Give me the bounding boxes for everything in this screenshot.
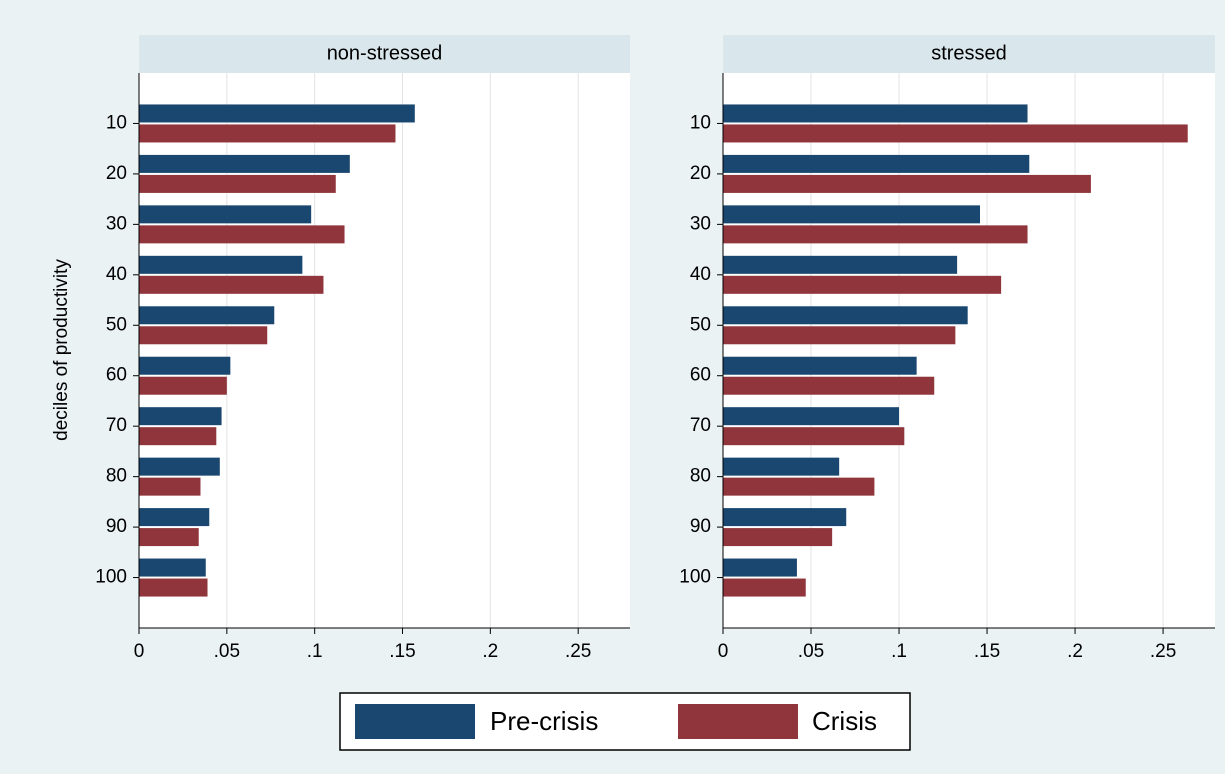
y-tick-label: 40 [106,264,127,285]
bar [723,578,806,597]
bar [139,578,208,597]
x-tick-label: .05 [214,641,240,662]
bar [139,407,222,426]
bar [723,174,1091,193]
bar [723,528,833,547]
bar [139,326,268,345]
y-tick-label: 30 [690,213,711,234]
bar [723,376,935,395]
x-tick-label: .15 [389,641,415,662]
x-tick-label: .25 [1150,641,1176,662]
y-tick-label: 50 [106,314,127,335]
y-tick-label: 70 [106,415,127,436]
y-tick-label: 70 [690,415,711,436]
bar [139,104,415,123]
bar [139,225,345,244]
x-tick-label: .1 [891,641,907,662]
bar [723,205,981,224]
y-tick-label: 90 [690,516,711,537]
y-tick-label: 60 [106,365,127,386]
bar [139,356,231,375]
y-tick-label: 30 [106,213,127,234]
bar [723,255,958,274]
bar [139,477,201,496]
y-tick-label: 80 [106,466,127,487]
bar [139,306,275,325]
bar [723,558,797,577]
bar [723,457,840,476]
x-tick-label: .2 [482,641,498,662]
bar [723,154,1030,173]
bar [139,124,396,143]
bar [139,376,227,395]
bar [723,356,917,375]
x-tick-label: .1 [307,641,323,662]
bar [139,528,199,547]
y-tick-label: 10 [690,112,711,133]
bar [723,275,1002,294]
panel-title: stressed [931,42,1007,64]
x-tick-label: .15 [974,641,1000,662]
legend-label: Crisis [812,706,877,736]
bar [139,457,220,476]
x-tick-label: 0 [718,641,729,662]
y-tick-label: 60 [690,365,711,386]
y-tick-label: 100 [679,567,711,588]
y-tick-label: 10 [106,112,127,133]
bar [139,558,206,577]
bar [723,477,875,496]
y-tick-label: 20 [690,163,711,184]
y-tick-label: 100 [95,567,127,588]
bar [139,154,350,173]
bar [723,326,956,345]
y-tick-label: 40 [690,264,711,285]
bar [723,306,968,325]
x-tick-label: .05 [798,641,824,662]
legend-label: Pre-crisis [490,706,598,736]
y-axis-label: deciles of productivity [51,259,72,441]
x-tick-label: .2 [1067,641,1083,662]
bar [139,427,217,446]
x-tick-label: 0 [134,641,145,662]
bar [723,124,1188,143]
y-tick-label: 90 [106,516,127,537]
bar [723,407,900,426]
legend-swatch [355,704,475,739]
bar [139,205,312,224]
bar [139,255,303,274]
bar [723,508,847,527]
bar [723,427,905,446]
panel-header [723,35,1215,73]
bar [139,275,324,294]
x-tick-label: .25 [565,641,591,662]
panel-header [139,35,630,73]
legend-swatch [678,704,798,739]
bar [139,174,336,193]
panel-title: non-stressed [327,42,443,64]
y-tick-label: 20 [106,163,127,184]
bar [723,225,1028,244]
bar [139,508,210,527]
bar [723,104,1028,123]
y-tick-label: 80 [690,466,711,487]
y-tick-label: 50 [690,314,711,335]
